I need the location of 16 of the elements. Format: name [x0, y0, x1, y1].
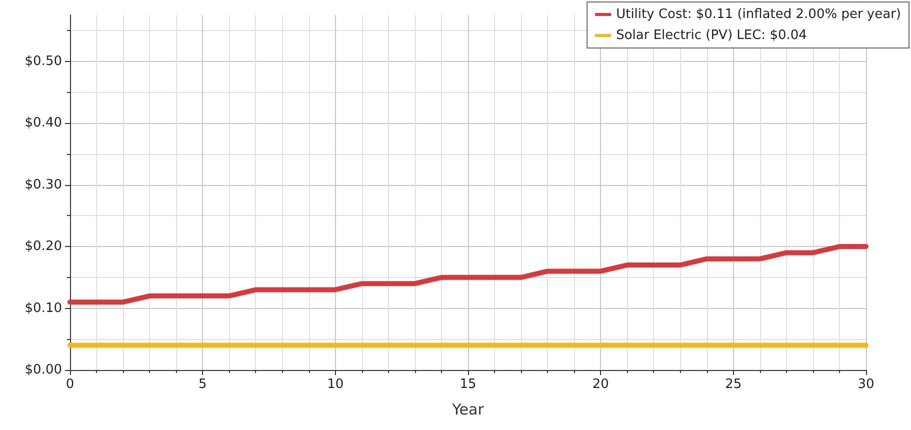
y-tick-label: $0.00 — [24, 362, 62, 378]
legend-label: Utility Cost: $0.11 (inflated 2.00% per year) — [616, 7, 901, 22]
x-tick-label: 5 — [198, 377, 207, 392]
x-tick-label: 25 — [725, 377, 742, 392]
y-tick-label: $0.40 — [24, 116, 62, 131]
y-tick-label: $0.50 — [24, 54, 62, 69]
x-tick-label: 0 — [66, 377, 74, 392]
y-tick-label: $0.10 — [24, 300, 62, 316]
x-tick-label: 15 — [460, 377, 476, 392]
x-tick-label: 20 — [592, 377, 609, 392]
x-axis-title: Year — [451, 400, 485, 418]
x-tick-label: 10 — [327, 377, 344, 392]
legend-label: Solar Electric (PV) LEC: $0.04 — [616, 28, 807, 43]
x-tick-label: 30 — [858, 377, 874, 392]
y-tick-label: $0.20 — [24, 239, 62, 254]
y-tick-label: $0.30 — [24, 177, 62, 192]
